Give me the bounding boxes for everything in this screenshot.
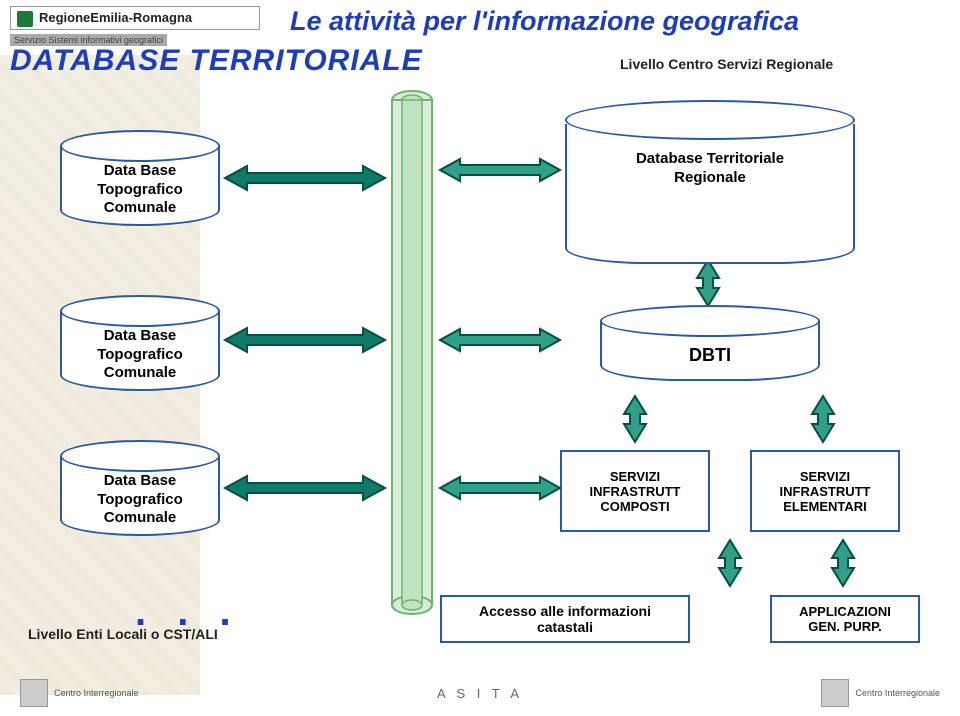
footer: Centro Interregionale A S I T A Centro I… [0,670,960,716]
box-catastali: Accesso alle informazionicatastali [440,595,690,643]
db-comunale-2: Data BaseTopograficoComunale [60,295,220,391]
db-regionale: Database TerritorialeRegionale [565,100,855,264]
level-top-label: Livello Centro Servizi Regionale [620,56,833,72]
footer-left: Centro Interregionale [20,679,139,707]
level-bottom-label: Livello Enti Locali o CST/ALI [28,626,218,642]
central-column [390,90,434,615]
db-dbti: DBTI [600,305,820,381]
box-servizi-elementari: SERVIZIINFRASTRUTTELEMENTARI [750,450,900,532]
db-regionale-label: Database TerritorialeRegionale [636,150,784,188]
region-name: RegioneEmilia-Romagna [39,10,192,25]
db-comunale-3: Data BaseTopograficoComunale [60,440,220,536]
main-heading: Le attività per l'informazione geografic… [290,6,799,37]
box-applicazioni: APPLICAZIONIGEN. PURP. [770,595,920,643]
box-servizi-composti: SERVIZIINFRASTRUTTCOMPOSTI [560,450,710,532]
footer-right: Centro Interregionale [821,679,940,707]
db-comunale-1: Data BaseTopograficoComunale [60,130,220,226]
footer-mid: A S I T A [437,686,523,701]
section-heading: DATABASE TERRITORIALE [10,44,423,78]
